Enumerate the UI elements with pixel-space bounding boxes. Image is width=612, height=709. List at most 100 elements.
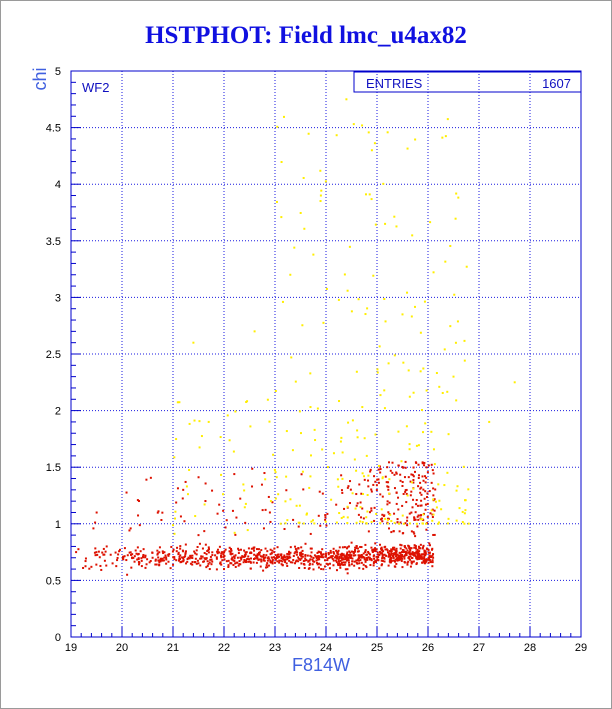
data-point-yellow xyxy=(402,361,405,364)
data-point-yellow xyxy=(273,468,276,471)
data-point-yellow xyxy=(268,420,271,423)
data-point-red xyxy=(400,557,403,560)
data-point-red xyxy=(362,567,365,570)
data-point-red xyxy=(261,555,264,558)
data-point-red xyxy=(284,556,287,559)
data-point-yellow xyxy=(393,215,396,218)
data-point-red xyxy=(202,560,205,563)
data-point-yellow xyxy=(301,470,304,473)
data-point-red xyxy=(175,501,178,504)
data-point-red xyxy=(415,562,418,565)
data-point-red xyxy=(316,551,319,554)
data-point-red xyxy=(247,558,250,561)
data-point-red xyxy=(335,569,338,572)
data-point-yellow xyxy=(363,437,366,440)
data-point-red xyxy=(419,491,422,494)
data-point-red xyxy=(75,551,78,554)
data-point-red xyxy=(390,531,393,534)
data-point-yellow xyxy=(447,433,450,436)
data-point-red xyxy=(280,556,283,559)
y-tick-label: 1 xyxy=(55,519,61,531)
data-point-red xyxy=(297,560,300,563)
data-point-yellow xyxy=(412,487,415,490)
data-point-red xyxy=(399,551,402,554)
data-point-yellow xyxy=(440,508,443,511)
data-point-red xyxy=(400,555,403,558)
data-point-yellow xyxy=(365,522,368,525)
data-point-red xyxy=(179,554,182,557)
data-point-red xyxy=(173,556,176,559)
data-point-red xyxy=(358,567,361,570)
data-point-yellow xyxy=(178,401,181,404)
data-point-red xyxy=(351,560,354,563)
data-point-red xyxy=(84,560,87,563)
data-point-yellow xyxy=(319,200,322,203)
data-point-yellow xyxy=(454,217,457,220)
data-point-yellow xyxy=(422,367,425,370)
data-point-red xyxy=(207,546,210,549)
data-point-yellow xyxy=(299,432,302,435)
data-point-yellow xyxy=(307,132,310,135)
data-point-red xyxy=(411,556,414,559)
data-point-red xyxy=(419,504,422,507)
data-point-red xyxy=(144,554,147,557)
data-point-red xyxy=(158,561,161,564)
data-point-red xyxy=(182,488,185,491)
data-point-yellow xyxy=(408,448,411,451)
data-point-red xyxy=(297,547,300,550)
data-point-red xyxy=(257,548,260,551)
data-point-red xyxy=(242,561,245,564)
data-point-red xyxy=(280,554,283,557)
data-point-yellow xyxy=(386,518,389,521)
data-point-red xyxy=(99,564,102,567)
data-point-yellow xyxy=(285,430,288,433)
data-point-red xyxy=(267,564,270,567)
data-point-yellow xyxy=(463,522,466,525)
data-point-yellow xyxy=(173,456,176,459)
data-point-red xyxy=(228,550,231,553)
data-point-red xyxy=(234,565,237,568)
data-point-yellow xyxy=(203,503,206,506)
data-point-red xyxy=(92,527,95,530)
data-point-red xyxy=(229,551,232,554)
data-point-red xyxy=(320,556,323,559)
data-point-red xyxy=(273,556,276,559)
data-point-red xyxy=(310,555,313,558)
data-point-red xyxy=(349,502,352,505)
data-point-yellow xyxy=(455,399,458,402)
data-point-red xyxy=(209,555,212,558)
data-point-red xyxy=(328,562,331,565)
data-point-red xyxy=(426,548,429,551)
data-point-red xyxy=(332,547,335,550)
data-point-red xyxy=(292,555,295,558)
data-point-red xyxy=(402,555,405,558)
data-point-red xyxy=(129,527,132,530)
data-point-yellow xyxy=(361,472,364,475)
data-point-red xyxy=(423,551,426,554)
data-point-red xyxy=(373,560,376,563)
data-point-red xyxy=(276,546,279,549)
data-point-red xyxy=(256,553,259,556)
data-point-red xyxy=(205,566,208,569)
data-point-red xyxy=(364,565,367,568)
data-point-red xyxy=(415,461,418,464)
data-point-red xyxy=(433,498,436,501)
data-point-red xyxy=(393,546,396,549)
data-point-red xyxy=(412,481,415,484)
data-point-yellow xyxy=(434,500,437,503)
data-point-yellow xyxy=(339,440,342,443)
data-point-red xyxy=(319,552,322,555)
data-point-red xyxy=(390,548,393,551)
data-point-red xyxy=(399,473,402,476)
data-point-red xyxy=(387,564,390,567)
data-point-red xyxy=(256,554,259,557)
data-point-red xyxy=(209,558,212,561)
data-point-red xyxy=(397,496,400,499)
data-point-red xyxy=(154,559,157,562)
data-point-red xyxy=(288,555,291,558)
data-point-red xyxy=(375,561,378,564)
data-point-red xyxy=(393,548,396,551)
data-point-red xyxy=(224,548,227,551)
data-point-red xyxy=(355,545,358,548)
y-axis-label: chi xyxy=(30,67,50,90)
